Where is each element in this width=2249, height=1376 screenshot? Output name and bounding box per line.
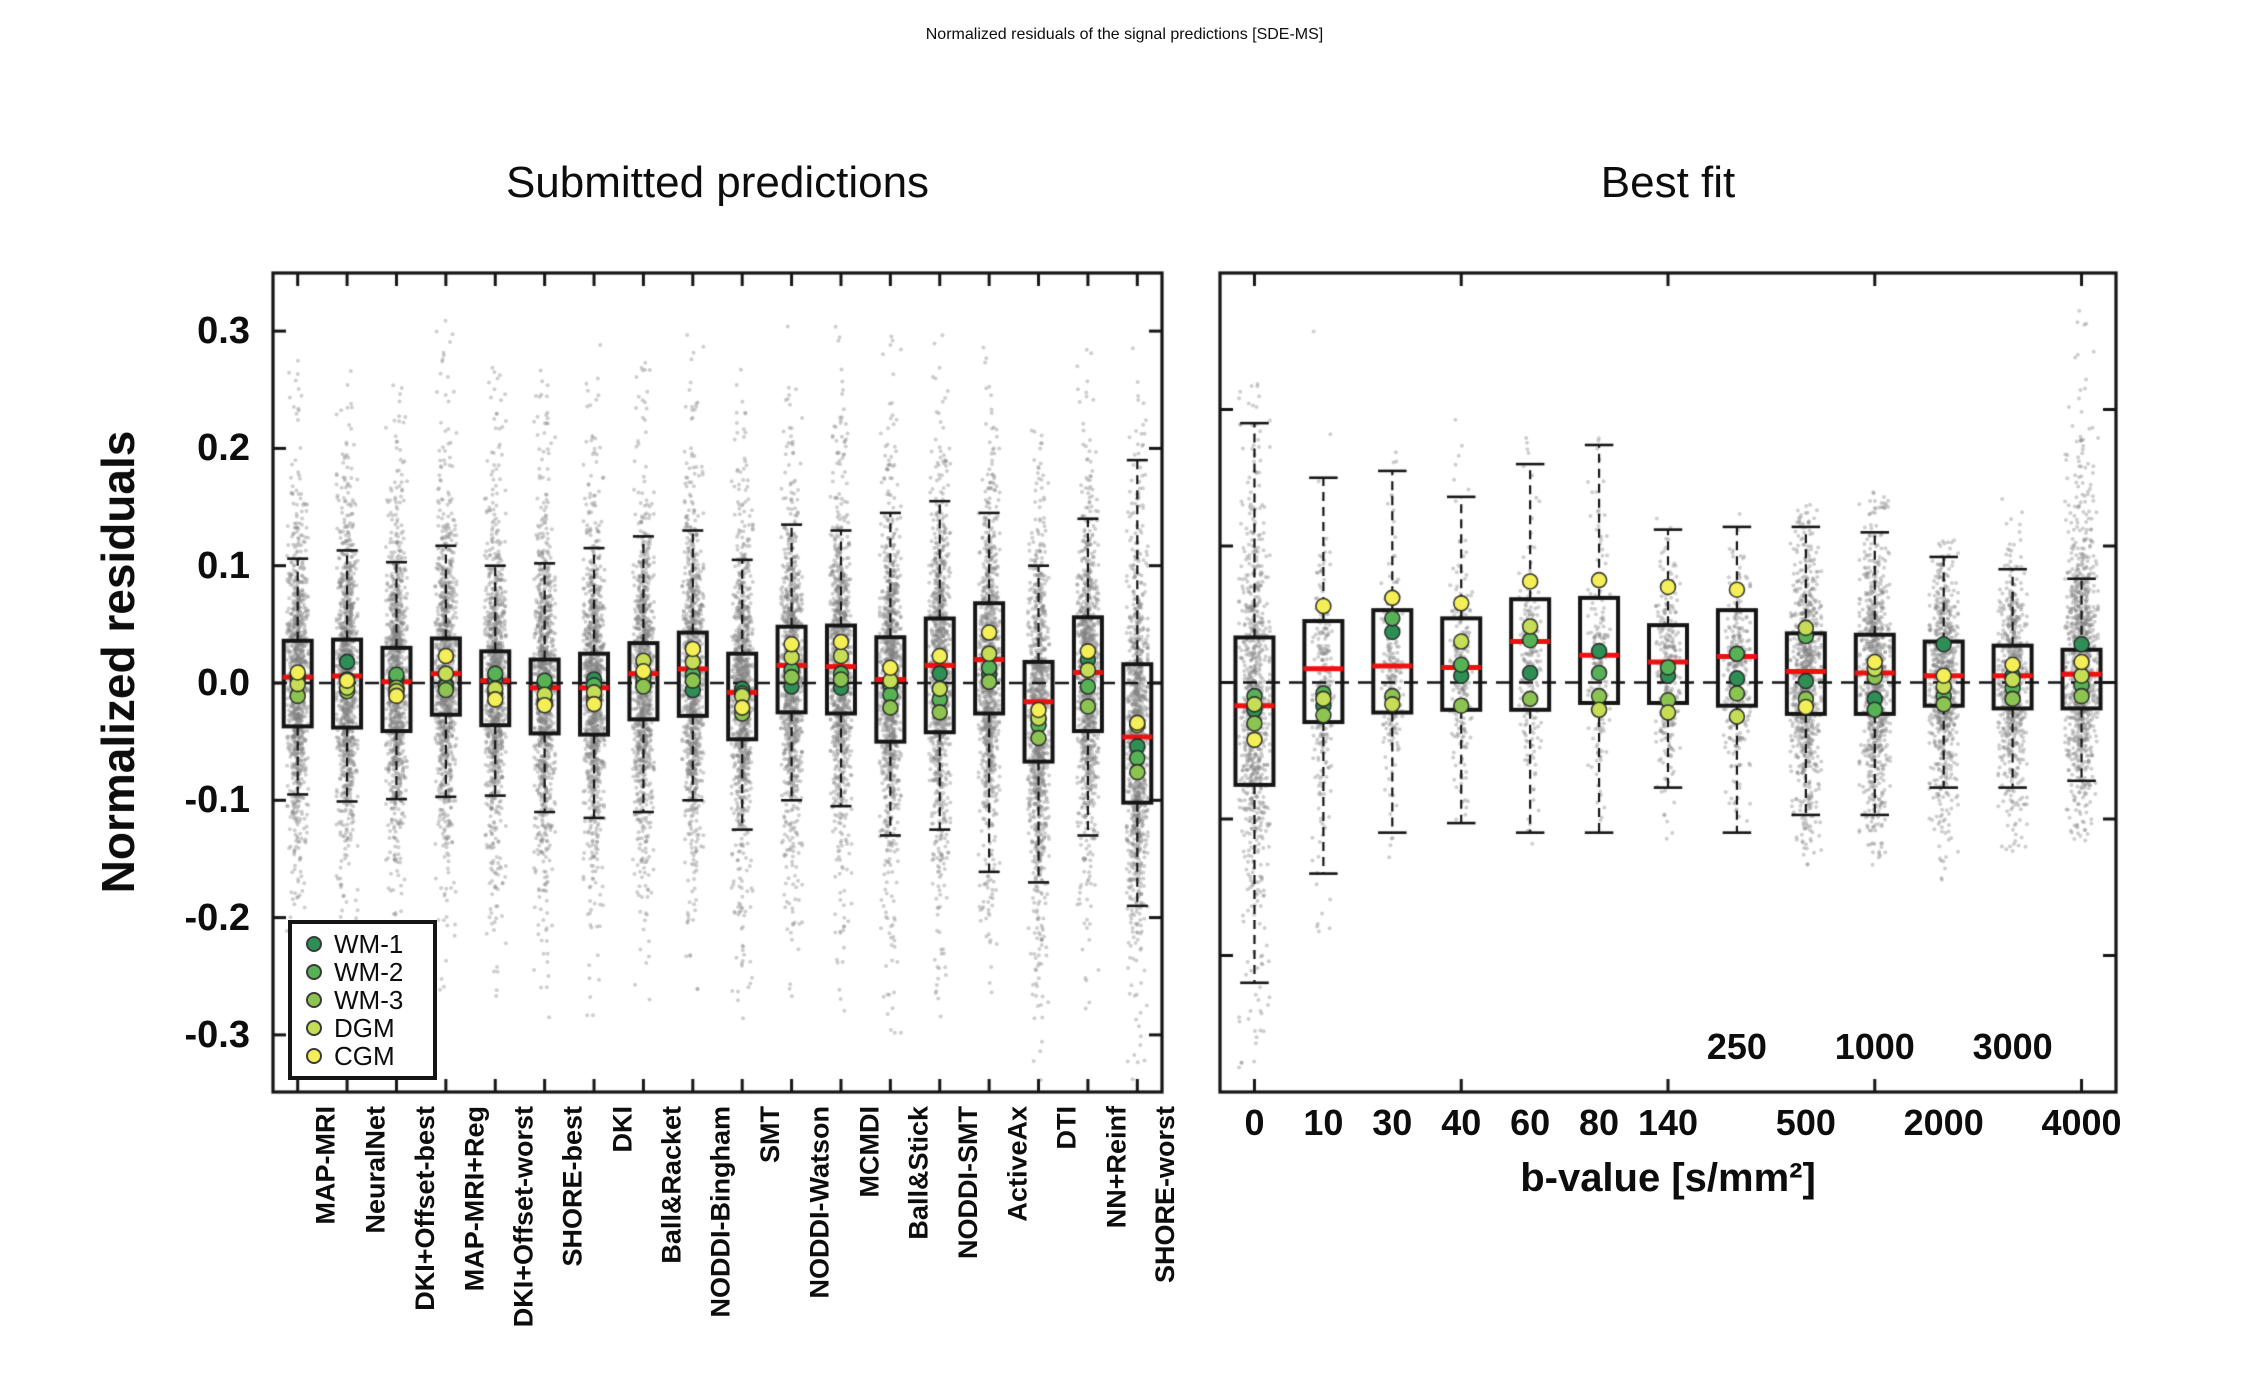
category-label-noddi-watson: NODDI-Watson — [804, 1106, 835, 1299]
left-panel-title: Submitted predictions — [505, 158, 930, 207]
category-label-dki-offset-worst: DKI+Offset-worst — [508, 1106, 539, 1328]
y-tick-label--0.2: -0.2 — [184, 896, 250, 939]
legend: WM-1 WM-2 WM-3 DGM CGM — [288, 920, 437, 1080]
legend-item-wm-2: WM-2 — [306, 959, 433, 985]
b-value-label-80: 80 — [1579, 1102, 1620, 1143]
category-label-neuralnet: NeuralNet — [360, 1106, 391, 1234]
legend-marker-wm-3-icon — [306, 992, 322, 1008]
category-label-noddi-smt: NODDI-SMT — [952, 1106, 983, 1259]
legend-item-dgm: DGM — [306, 1015, 433, 1041]
right-panel-title: Best fit — [1600, 158, 1736, 207]
legend-marker-cgm-icon — [306, 1048, 322, 1064]
y-tick-label-0.0: 0.0 — [197, 662, 250, 704]
category-label-noddi-bingham: NODDI-Bingham — [705, 1106, 736, 1318]
legend-marker-wm-2-icon — [306, 964, 322, 980]
legend-marker-dgm-icon — [306, 1020, 322, 1036]
y-tick-label--0.3: -0.3 — [184, 1013, 250, 1056]
y-tick-label-0.3: 0.3 — [197, 310, 250, 353]
legend-marker-wm-1-icon — [306, 936, 322, 952]
b-value-label-30: 30 — [1372, 1102, 1413, 1143]
x-axis-label-bvalue: b-value [s/mm²] — [1520, 1156, 1816, 1200]
category-label-ball-stick: Ball&Stick — [903, 1106, 934, 1240]
y-tick-label--0.1: -0.1 — [184, 779, 250, 822]
y-tick-label-0.1: 0.1 — [197, 544, 250, 587]
legend-item-wm-1: WM-1 — [306, 931, 433, 957]
b-value-label-500: 500 — [1775, 1102, 1836, 1143]
legend-item-wm-3: WM-3 — [306, 987, 433, 1013]
b-value-inside-label-3000: 3000 — [1972, 1026, 2053, 1067]
legend-label-wm-2: WM-2 — [334, 957, 404, 987]
category-label-ball-racket: Ball&Racket — [656, 1106, 687, 1264]
category-label-dki: DKI — [607, 1106, 638, 1153]
legend-label-cgm: CGM — [334, 1041, 395, 1071]
b-value-label-4000: 4000 — [2041, 1102, 2122, 1143]
category-label-smt: SMT — [755, 1106, 786, 1163]
b-value-label-0: 0 — [1244, 1102, 1265, 1143]
category-label-activeax: ActiveAx — [1002, 1106, 1033, 1222]
figure-title: Normalized residuals of the signal predi… — [925, 26, 1324, 43]
category-label-mcmdi: MCMDI — [853, 1106, 884, 1198]
category-label-dki-offset-best: DKI+Offset-best — [409, 1106, 440, 1311]
legend-label-wm-1: WM-1 — [334, 929, 404, 959]
b-value-label-10: 10 — [1303, 1102, 1344, 1143]
y-axis-label: Normalized residuals — [92, 430, 144, 894]
b-value-label-2000: 2000 — [1903, 1102, 1984, 1143]
b-value-label-60: 60 — [1510, 1102, 1551, 1143]
category-label-map-mri: MAP-MRI — [310, 1106, 341, 1225]
b-value-inside-label-1000: 1000 — [1834, 1026, 1915, 1067]
b-value-inside-label-250: 250 — [1706, 1026, 1767, 1067]
category-label-nn-reinf: NN+Reinf — [1100, 1106, 1131, 1229]
b-value-label-140: 140 — [1637, 1102, 1699, 1143]
category-label-shore-best: SHORE-best — [557, 1106, 588, 1267]
category-label-dti: DTI — [1051, 1106, 1082, 1150]
category-label-map-mri-reg: MAP-MRI+Reg — [458, 1106, 489, 1292]
legend-item-cgm: CGM — [306, 1043, 433, 1069]
legend-label-dgm: DGM — [334, 1013, 395, 1043]
y-tick-label-0.2: 0.2 — [197, 427, 250, 470]
legend-label-wm-3: WM-3 — [334, 985, 404, 1015]
b-value-label-40: 40 — [1441, 1102, 1482, 1143]
